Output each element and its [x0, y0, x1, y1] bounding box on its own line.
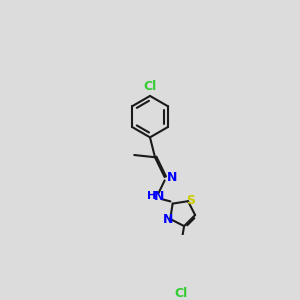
- Text: H: H: [147, 191, 156, 201]
- Text: S: S: [186, 194, 195, 207]
- Text: Cl: Cl: [175, 287, 188, 300]
- Text: N: N: [154, 190, 164, 203]
- Text: Cl: Cl: [143, 80, 157, 93]
- Text: N: N: [167, 171, 177, 184]
- Text: N: N: [163, 213, 173, 226]
